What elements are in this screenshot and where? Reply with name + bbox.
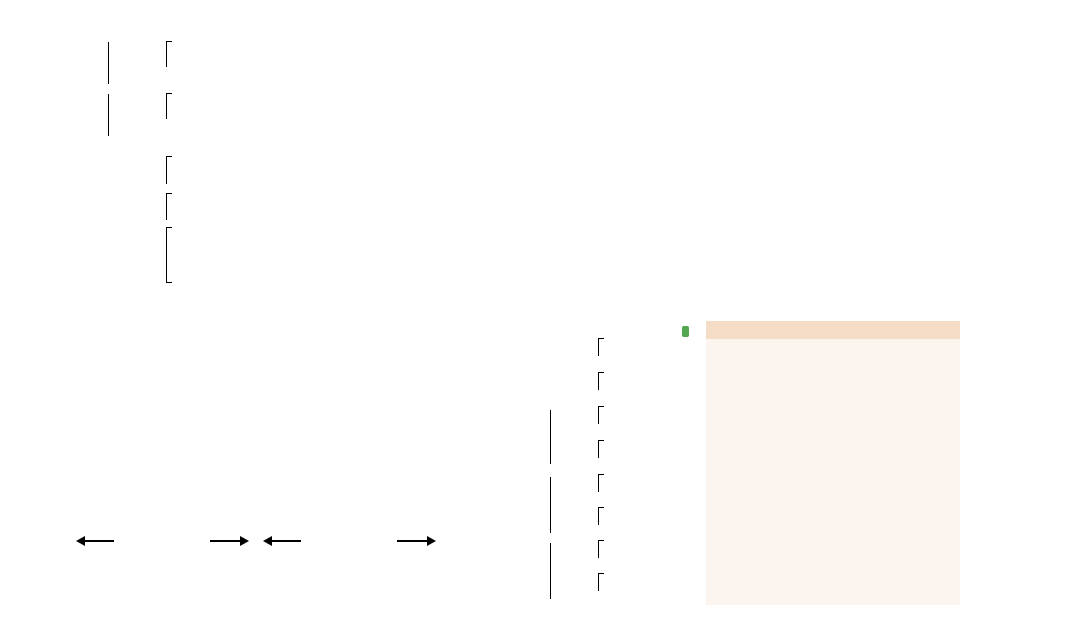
h2az-track: [172, 193, 460, 223]
clone4-eduhu-track: [172, 93, 460, 122]
gene-annotation-track: [597, 604, 1075, 618]
clone4-group-bracket: [108, 94, 109, 136]
nail-wt-scale-bracket: [598, 474, 604, 492]
q3c-wt-track: [597, 406, 1075, 434]
q3c-cbe-track: [597, 440, 1075, 468]
plot2-early-arrowhead-icon: [263, 536, 272, 546]
q3c-wt-scale-bracket: [598, 406, 604, 424]
interaction-region-overlay: [706, 339, 960, 605]
ctcf-scale-bracket: [598, 338, 604, 356]
nail-group-bracket: [550, 477, 551, 533]
end-cbe-track: [597, 573, 1075, 601]
ctcf-site-green-marker: [682, 326, 689, 337]
plot1-late-arrow: [210, 540, 240, 542]
nail-wt-track: [597, 474, 1075, 502]
rad21-track: [597, 372, 1075, 400]
pie-chart-1: [592, 69, 714, 191]
q3c-group-bracket: [550, 410, 551, 464]
pie-chart-4: [716, 69, 838, 191]
plot2-early-arrow: [271, 540, 301, 542]
plot1-late-arrowhead-icon: [240, 536, 249, 546]
end-wt-scale-bracket: [598, 540, 604, 558]
wt-group-bracket: [108, 42, 109, 84]
plot2-late-arrowhead-icon: [427, 536, 436, 546]
density-plot-wt: [58, 376, 268, 536]
okseq-scale-bracket: [166, 227, 172, 283]
h2az-scale-bracket: [166, 193, 172, 220]
rad21-scale-bracket: [598, 372, 604, 390]
clone4-edu-scale-bracket: [166, 93, 172, 119]
plot1-early-arrowhead-icon: [76, 536, 85, 546]
end-group-bracket: [550, 543, 551, 599]
q3c-cbe-scale-bracket: [598, 440, 604, 458]
ctcf-track: [597, 338, 1075, 366]
plot2-late-arrow: [397, 540, 427, 542]
nail-cbe-scale-bracket: [598, 507, 604, 525]
density-plot-rad21: [245, 376, 455, 536]
wt-erizs-row: [172, 73, 460, 83]
orc2-track: [172, 156, 460, 188]
end-wt-track: [597, 540, 1075, 568]
orc2-scale-bracket: [166, 156, 172, 184]
wt-eduhu-track: [172, 41, 460, 70]
end-cbe-scale-bracket: [598, 573, 604, 591]
nail-cbe-track: [597, 507, 1075, 535]
wt-edu-scale-bracket: [166, 41, 172, 67]
clone4-erizs-row: [172, 126, 460, 136]
interaction-region-band: [706, 321, 960, 339]
okseq-rfd-track: [172, 227, 460, 283]
plot1-early-arrow: [84, 540, 114, 542]
